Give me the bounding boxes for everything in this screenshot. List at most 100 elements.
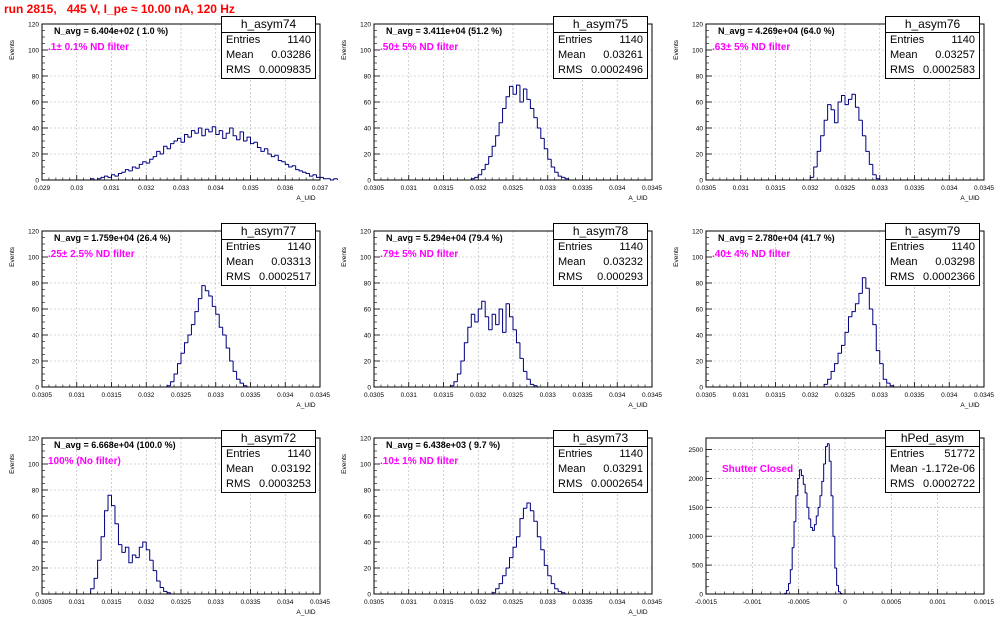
histogram-bin bbox=[239, 131, 244, 140]
histogram-bin bbox=[208, 290, 213, 297]
histogram-bin bbox=[837, 101, 842, 123]
stats-value: 1140 bbox=[287, 241, 311, 253]
histogram-bin bbox=[502, 108, 507, 123]
stats-value: 1140 bbox=[951, 34, 975, 46]
y-tick-label: 100 bbox=[692, 48, 703, 55]
y-tick-label: 40 bbox=[696, 333, 704, 340]
navg-label: N_avg = 6.438e+03 ( 9.7 %) bbox=[386, 440, 501, 450]
histogram-bin bbox=[875, 174, 880, 180]
histogram-bin bbox=[156, 150, 161, 157]
stats-label: Mean bbox=[226, 256, 254, 268]
x-tick-label: 0.031 bbox=[103, 185, 120, 192]
histogram-bin bbox=[309, 173, 314, 177]
x-tick-label: 0.033 bbox=[540, 185, 557, 192]
histogram-bin bbox=[107, 494, 112, 511]
histogram-bin bbox=[232, 361, 237, 372]
histogram-bin bbox=[495, 588, 500, 593]
histogram-bin bbox=[847, 316, 852, 333]
histogram-series bbox=[823, 277, 895, 387]
x-tick-label: 0.0305 bbox=[32, 392, 52, 399]
stats-row: Mean 0.03298 bbox=[886, 255, 979, 270]
histogram-bin bbox=[832, 495, 835, 537]
histogram-bin bbox=[256, 142, 261, 148]
histogram-bin bbox=[512, 316, 517, 331]
histogram-bin bbox=[536, 521, 541, 538]
histogram-bin bbox=[515, 329, 520, 344]
stats-value: 51772 bbox=[944, 448, 975, 460]
x-tick-label: 0.001 bbox=[930, 599, 947, 606]
y-tick-label: 80 bbox=[364, 281, 372, 288]
histogram-bin bbox=[865, 277, 870, 289]
x-tick-label: 0.0305 bbox=[364, 392, 384, 399]
histogram-bin bbox=[291, 165, 296, 167]
y-tick-label: 60 bbox=[32, 514, 40, 521]
stats-value: 0.03192 bbox=[271, 463, 311, 475]
x-tick-label: 0.0325 bbox=[503, 392, 523, 399]
histogram-bin bbox=[163, 587, 168, 592]
histogram-bin bbox=[288, 164, 293, 168]
y-axis-title: Events bbox=[9, 246, 16, 267]
histogram-bin bbox=[93, 577, 98, 589]
stats-box: h_asym79 Entries 1140 Mean 0.03298 RMS 0.00023… bbox=[885, 223, 980, 286]
y-tick-label: 120 bbox=[360, 22, 371, 29]
histogram-bin bbox=[536, 117, 541, 129]
histogram-bin bbox=[333, 178, 338, 180]
histogram-bin bbox=[159, 581, 164, 588]
x-tick-label: 0.0325 bbox=[171, 392, 191, 399]
histogram-panel: 0.0305 0.031 0.0315 0.032 0.0325 0.033 0.0335 0… bbox=[0, 414, 332, 621]
histogram-bin bbox=[844, 331, 849, 346]
x-tick-label: 0.0005 bbox=[881, 599, 901, 606]
histogram-bin bbox=[529, 379, 534, 385]
y-tick-label: 80 bbox=[364, 488, 372, 495]
histogram-bin bbox=[834, 363, 839, 372]
navg-label: N_avg = 2.780e+04 (41.7 %) bbox=[718, 233, 835, 243]
histogram-bin bbox=[819, 495, 822, 508]
histogram-bin bbox=[789, 569, 793, 584]
y-tick-label: 100 bbox=[360, 48, 371, 55]
histogram-bin bbox=[111, 495, 115, 507]
histogram-bin bbox=[786, 590, 789, 594]
histogram-bin bbox=[823, 119, 828, 136]
x-tick-label: 0.032 bbox=[138, 185, 155, 192]
x-tick-label: 0.0305 bbox=[696, 185, 716, 192]
x-tick-label: 0.0305 bbox=[364, 185, 384, 192]
y-tick-label: 0 bbox=[35, 178, 39, 185]
histogram-bin bbox=[128, 547, 133, 564]
histogram-bin bbox=[554, 167, 559, 173]
y-tick-label: 80 bbox=[32, 74, 40, 81]
stats-value: 0.03257 bbox=[935, 49, 975, 61]
histogram-bin bbox=[284, 161, 289, 165]
histogram-bin bbox=[149, 549, 154, 561]
histogram-bin bbox=[152, 156, 157, 160]
stats-label: RMS bbox=[890, 478, 915, 490]
y-tick-label: 40 bbox=[32, 126, 40, 133]
histogram-bin bbox=[121, 171, 126, 174]
histogram-bin bbox=[533, 384, 538, 387]
histogram-bin bbox=[529, 503, 534, 512]
histogram-bin bbox=[329, 178, 334, 181]
histogram-bin bbox=[229, 348, 234, 362]
filter-label: Shutter Closed bbox=[722, 464, 794, 475]
histogram-bin bbox=[813, 524, 817, 531]
x-tick-label: 0.032 bbox=[138, 599, 155, 606]
y-tick-label: 60 bbox=[696, 307, 704, 314]
histogram-bin bbox=[526, 371, 531, 380]
histogram-bin bbox=[201, 285, 206, 299]
stats-value: 1140 bbox=[287, 448, 311, 460]
y-tick-label: 80 bbox=[696, 74, 704, 81]
y-tick-label: 120 bbox=[360, 436, 371, 443]
stats-row: RMS 0.0002496 bbox=[554, 63, 647, 78]
histogram-panel: 0.029 0.03 0.031 0.032 0.033 0.034 0.035 0.036 0… bbox=[0, 0, 338, 207]
histogram-bin bbox=[839, 591, 843, 595]
histogram-bin bbox=[183, 342, 188, 354]
histogram-bin bbox=[135, 555, 140, 559]
histogram-bin bbox=[481, 169, 486, 175]
y-tick-label: 40 bbox=[32, 333, 40, 340]
histogram-bin bbox=[470, 313, 475, 328]
stats-row: Entries 1140 bbox=[886, 33, 979, 48]
y-tick-label: 100 bbox=[360, 462, 371, 469]
histogram-bin bbox=[872, 164, 877, 176]
histogram-bin bbox=[810, 518, 813, 529]
histogram-name: h_asym75 bbox=[554, 17, 647, 33]
stats-row: Mean 0.03261 bbox=[554, 48, 647, 63]
